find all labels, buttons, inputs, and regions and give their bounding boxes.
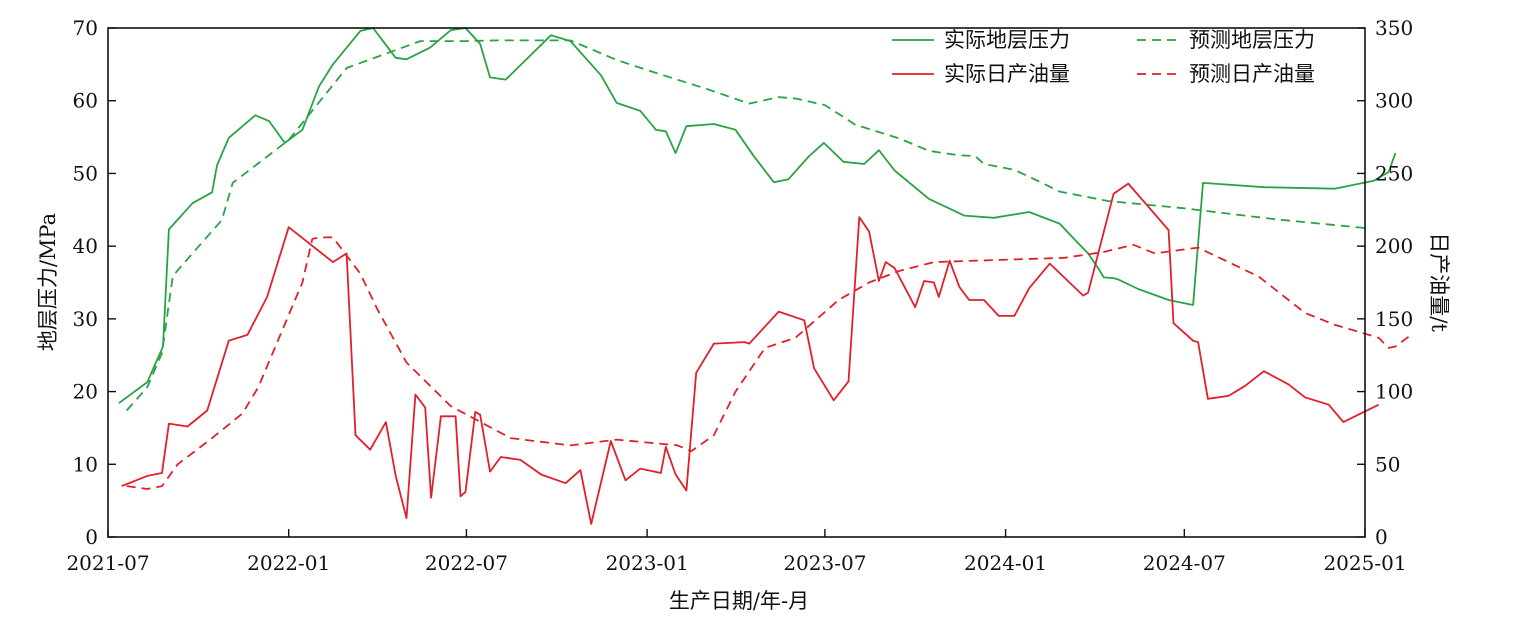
series-line-1 [126,39,1366,412]
y-tick-label-left: 40 [73,234,98,258]
x-tick-label: 2023-01 [606,551,689,575]
series-line-0 [118,27,1397,404]
x-tick-label: 2025-01 [1323,551,1406,575]
legend-label-0: 实际地层压力 [944,28,1070,52]
legend-label-3: 预测日产油量 [1189,62,1315,86]
y-tick-label-right: 300 [1375,89,1413,113]
y-tick-label-left: 30 [73,307,98,331]
y-tick-label-right: 250 [1375,161,1413,185]
x-tick-label: 2024-07 [1143,551,1226,575]
plot-area [118,27,1410,525]
series-line-2 [121,182,1380,525]
y-tick-label-right: 350 [1375,16,1413,40]
x-tick-label: 2021-07 [66,551,149,575]
x-tick-label: 2022-01 [247,551,330,575]
y-axis-title-left: 地层压力/MPa [36,213,60,351]
plot-frame [107,27,1366,538]
x-tick-label: 2023-07 [783,551,866,575]
y-tick-label-left: 20 [73,380,98,404]
x-axis-title: 生产日期/年-月 [669,589,809,613]
series-line-3 [126,236,1410,490]
y-tick-label-left: 10 [73,452,98,476]
y-tick-label-left: 50 [73,161,98,185]
y-tick-label-left: 0 [85,525,98,549]
x-tick-label: 2024-01 [964,551,1047,575]
y-tick-label-right: 150 [1375,307,1413,331]
y-tick-label-right: 0 [1375,525,1388,549]
legend-label-2: 实际日产油量 [944,62,1070,86]
y-tick-label-left: 70 [73,16,98,40]
y-tick-label-right: 50 [1375,452,1400,476]
legend-label-1: 预测地层压力 [1189,28,1315,52]
y-axis-title-right: 日产油量/t [1427,232,1451,332]
axes: 2021-07 2022-01 2022-07 2023-01 2023-07 2024-… [66,16,1413,575]
y-tick-label-right: 100 [1375,380,1413,404]
x-tick-label: 2022-07 [425,551,508,575]
y-tick-label-right: 200 [1375,234,1413,258]
y-tick-label-left: 60 [73,89,98,113]
